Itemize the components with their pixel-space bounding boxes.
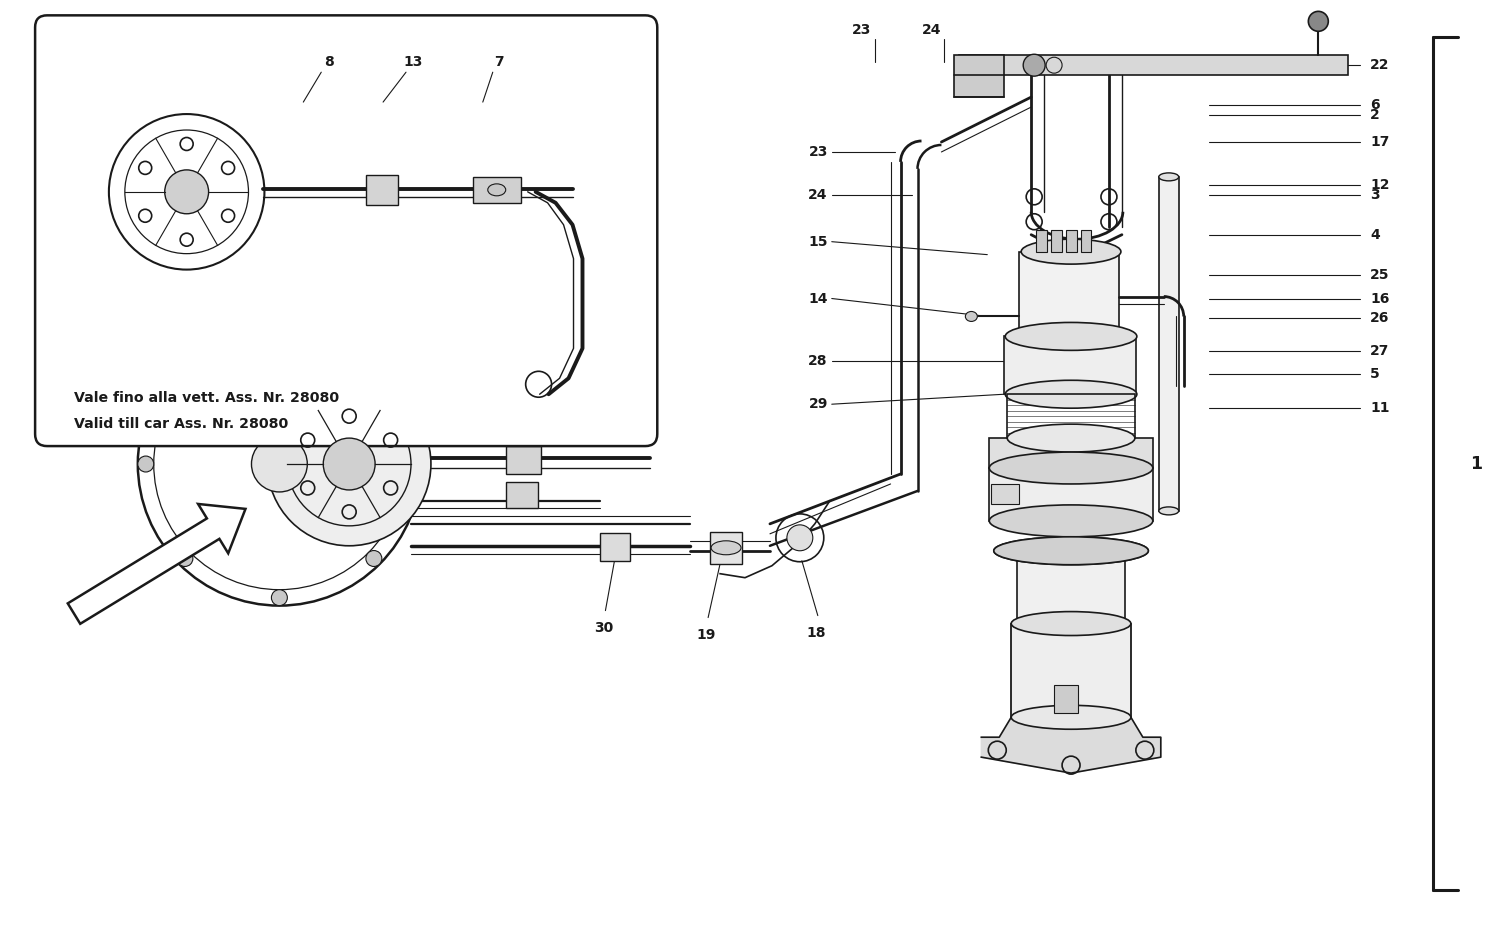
Circle shape <box>272 589 288 605</box>
Bar <box>992 484 1018 504</box>
Bar <box>1017 551 1125 623</box>
Text: 25: 25 <box>1370 268 1389 282</box>
Bar <box>1050 230 1062 252</box>
Bar <box>990 438 1154 468</box>
Text: 29: 29 <box>808 397 828 412</box>
Circle shape <box>405 456 422 472</box>
Text: Valid till car Ass. Nr. 28080: Valid till car Ass. Nr. 28080 <box>74 417 288 431</box>
Text: 24: 24 <box>921 24 940 37</box>
Bar <box>710 532 742 564</box>
Text: 7: 7 <box>494 55 504 69</box>
Text: 15: 15 <box>808 235 828 249</box>
Text: 10: 10 <box>285 307 304 321</box>
Bar <box>1160 177 1179 511</box>
Text: 6: 6 <box>1370 98 1380 112</box>
Circle shape <box>366 551 382 567</box>
Bar <box>506 447 540 474</box>
Ellipse shape <box>1022 325 1120 347</box>
Bar <box>960 55 1348 75</box>
Text: 8: 8 <box>324 55 334 69</box>
Text: Vale fino alla vett. Ass. Nr. 28080: Vale fino alla vett. Ass. Nr. 28080 <box>74 392 339 405</box>
Bar <box>1019 252 1119 337</box>
Circle shape <box>177 361 194 377</box>
Bar <box>954 55 1005 97</box>
Bar <box>1054 685 1078 713</box>
Bar <box>990 468 1154 521</box>
Bar <box>1080 230 1092 252</box>
Ellipse shape <box>966 311 978 322</box>
Text: 20: 20 <box>466 352 486 366</box>
Ellipse shape <box>1011 706 1131 729</box>
Circle shape <box>272 323 288 339</box>
Ellipse shape <box>990 505 1154 536</box>
Ellipse shape <box>1011 612 1131 636</box>
Text: 18: 18 <box>806 625 825 639</box>
Text: 22: 22 <box>1370 59 1389 72</box>
Text: 30: 30 <box>594 621 613 635</box>
Ellipse shape <box>488 184 506 196</box>
Text: 27: 27 <box>1370 344 1389 359</box>
Ellipse shape <box>1160 173 1179 181</box>
FancyBboxPatch shape <box>34 15 657 447</box>
Circle shape <box>267 382 430 546</box>
Ellipse shape <box>990 452 1154 484</box>
Ellipse shape <box>994 536 1149 565</box>
Circle shape <box>1308 11 1329 31</box>
Text: 12: 12 <box>1370 178 1389 192</box>
Bar <box>1005 337 1136 394</box>
Circle shape <box>252 436 308 492</box>
Ellipse shape <box>1017 613 1125 635</box>
Ellipse shape <box>711 541 741 554</box>
Text: 23: 23 <box>808 145 828 159</box>
Bar <box>1065 230 1077 252</box>
Text: 26: 26 <box>1370 311 1389 325</box>
Ellipse shape <box>1160 507 1179 515</box>
Text: 17: 17 <box>1370 135 1389 149</box>
Bar <box>472 177 520 202</box>
Circle shape <box>177 551 194 567</box>
Text: 11: 11 <box>1370 401 1389 415</box>
Circle shape <box>165 170 209 214</box>
Text: 19: 19 <box>696 627 715 641</box>
Ellipse shape <box>994 536 1149 565</box>
Text: 1: 1 <box>1470 455 1482 473</box>
Text: 24: 24 <box>808 188 828 201</box>
Text: 2: 2 <box>1370 108 1380 122</box>
Bar <box>1035 230 1047 252</box>
Bar <box>506 482 537 508</box>
Ellipse shape <box>1022 239 1120 264</box>
Ellipse shape <box>1005 380 1137 408</box>
Polygon shape <box>981 717 1161 773</box>
Text: 21: 21 <box>217 259 237 273</box>
Text: 3: 3 <box>1370 188 1380 201</box>
Text: 4: 4 <box>1370 228 1380 241</box>
Text: 23: 23 <box>852 24 871 37</box>
Circle shape <box>138 456 154 472</box>
FancyArrow shape <box>68 504 246 623</box>
Text: 28: 28 <box>808 355 828 368</box>
Bar <box>366 175 398 204</box>
Text: 13: 13 <box>404 55 423 69</box>
Text: 14: 14 <box>808 291 828 306</box>
Bar <box>600 533 630 561</box>
Text: 9: 9 <box>147 242 156 256</box>
Text: 5: 5 <box>1370 367 1380 381</box>
Circle shape <box>1023 54 1046 77</box>
Circle shape <box>366 361 382 377</box>
Bar <box>1011 623 1131 717</box>
Bar <box>1007 394 1136 438</box>
Ellipse shape <box>1005 323 1137 350</box>
Ellipse shape <box>1007 424 1136 452</box>
Circle shape <box>788 525 813 551</box>
Circle shape <box>324 438 375 490</box>
Text: 16: 16 <box>1370 291 1389 306</box>
